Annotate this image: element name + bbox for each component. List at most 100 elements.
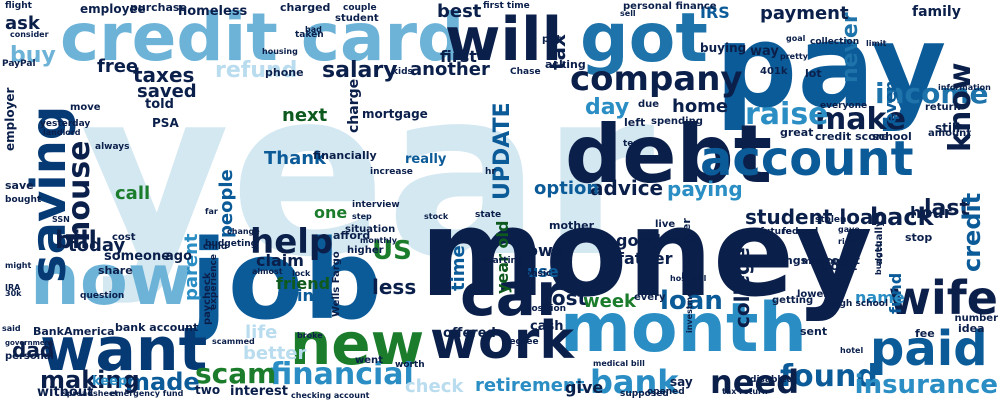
cloud-word: purchase bbox=[130, 1, 187, 14]
cloud-word: basic bbox=[525, 269, 552, 279]
cloud-word: state bbox=[475, 210, 502, 220]
cloud-word: degree bbox=[503, 337, 539, 347]
cloud-word: today bbox=[68, 235, 126, 256]
cloud-word: pretty bbox=[780, 52, 808, 61]
cloud-word: Chase bbox=[510, 67, 541, 77]
cloud-word: ago bbox=[165, 249, 193, 264]
cloud-word: income bbox=[875, 77, 989, 110]
cloud-word: claim bbox=[256, 251, 304, 270]
cloud-word: father bbox=[617, 249, 673, 268]
cloud-word: personal bbox=[5, 351, 54, 362]
cloud-word: credit score bbox=[815, 130, 889, 143]
cloud-word: free bbox=[97, 56, 139, 77]
cloud-word: lower bbox=[797, 289, 829, 300]
cloud-word: bank account bbox=[115, 321, 199, 334]
cloud-word: owe bbox=[527, 241, 564, 260]
cloud-word: point bbox=[822, 259, 858, 273]
cloud-word: employee bbox=[80, 2, 146, 16]
cloud-word: goal bbox=[786, 34, 806, 43]
cloud-word: high school bbox=[830, 299, 889, 309]
cloud-word: hospital bbox=[670, 274, 707, 283]
cloud-word: parent bbox=[181, 233, 202, 302]
cloud-word: every bbox=[634, 292, 666, 303]
cloud-word: will bbox=[445, 5, 563, 75]
cloud-word: dad bbox=[12, 338, 55, 362]
cloud-word: worth bbox=[395, 360, 425, 370]
cloud-word: advice bbox=[590, 176, 664, 200]
cloud-word: paying bbox=[667, 177, 743, 201]
cloud-word: higher bbox=[347, 245, 384, 256]
cloud-word: week bbox=[583, 291, 637, 312]
cloud-word: less bbox=[372, 275, 417, 299]
cloud-word: use bbox=[527, 262, 559, 281]
cloud-word: budget bbox=[874, 243, 883, 276]
cloud-word: disabled bbox=[750, 375, 794, 385]
cloud-word: without bbox=[37, 385, 94, 400]
cloud-word: bill bbox=[55, 226, 97, 254]
cloud-word: best bbox=[437, 1, 482, 22]
cloud-word: car bbox=[460, 260, 566, 330]
cloud-word: way bbox=[750, 44, 779, 59]
cloud-word: another bbox=[410, 59, 490, 80]
cloud-word: UPDATE bbox=[490, 102, 515, 200]
cloud-word: pay bbox=[715, 0, 947, 134]
cloud-word: save bbox=[5, 179, 34, 192]
cloud-word: lock bbox=[292, 269, 311, 278]
cloud-word: cost bbox=[112, 232, 136, 243]
cloud-word: thing bbox=[278, 286, 326, 305]
cloud-word: loan bbox=[660, 286, 723, 316]
cloud-word: payment bbox=[760, 3, 849, 24]
cloud-word: Wells Fargo bbox=[331, 251, 342, 317]
cloud-word: far bbox=[205, 207, 218, 216]
cloud-word: bank bbox=[590, 363, 679, 400]
cloud-word: IRA bbox=[5, 283, 21, 292]
cloud-word: financially bbox=[313, 149, 377, 162]
cloud-word: hotel bbox=[840, 346, 864, 355]
cloud-word: taxes bbox=[133, 63, 195, 87]
cloud-word: stock bbox=[424, 212, 449, 221]
cloud-word: saved bbox=[137, 81, 197, 102]
cloud-word: 401k bbox=[760, 66, 788, 77]
cloud-word: help bbox=[250, 222, 334, 262]
cloud-word: new bbox=[290, 310, 425, 378]
cloud-word: someone bbox=[104, 249, 171, 264]
cloud-word: 30k bbox=[5, 289, 22, 298]
cloud-word: keep bbox=[92, 374, 128, 389]
cloud-word: buy bbox=[10, 43, 56, 68]
cloud-word: return bbox=[925, 102, 961, 113]
cloud-word: landlord bbox=[43, 128, 81, 137]
cloud-word: first time bbox=[483, 1, 530, 11]
cloud-word: paid bbox=[870, 321, 988, 377]
cloud-word: charged bbox=[280, 1, 331, 14]
cloud-word: got bbox=[580, 0, 708, 78]
cloud-word: two bbox=[195, 383, 221, 397]
cloud-word: Thank bbox=[264, 148, 327, 169]
cloud-word: great bbox=[780, 126, 814, 139]
cloud-word: due bbox=[638, 99, 660, 110]
cloud-word: employer bbox=[3, 87, 17, 151]
cloud-word: found bbox=[780, 359, 878, 394]
cloud-word: future bbox=[760, 227, 792, 237]
cloud-word: told bbox=[145, 97, 174, 112]
cloud-word: say bbox=[670, 375, 693, 389]
cloud-word: account bbox=[700, 131, 914, 187]
cloud-word: insurance bbox=[854, 370, 998, 400]
cloud-word: position bbox=[525, 304, 567, 314]
cloud-word: good bbox=[616, 231, 661, 250]
cloud-word: hour bbox=[910, 203, 952, 222]
cloud-word: house bbox=[62, 140, 97, 242]
cloud-word: year bbox=[80, 41, 655, 308]
cloud-word: stolen bbox=[815, 215, 847, 225]
cloud-word: mother bbox=[549, 219, 594, 232]
cloud-word: child bbox=[203, 242, 228, 252]
cloud-word: family bbox=[912, 4, 961, 20]
cloud-word: question bbox=[80, 291, 125, 301]
cloud-word: tax return bbox=[722, 387, 768, 396]
cloud-word: government bbox=[5, 339, 53, 347]
cloud-word: information bbox=[938, 83, 991, 92]
cloud-word: situation bbox=[345, 224, 396, 235]
cloud-word: limit bbox=[866, 39, 887, 48]
cloud-word: said bbox=[2, 324, 21, 333]
cloud-word: lost bbox=[545, 286, 588, 310]
cloud-word: supposed bbox=[620, 389, 669, 399]
